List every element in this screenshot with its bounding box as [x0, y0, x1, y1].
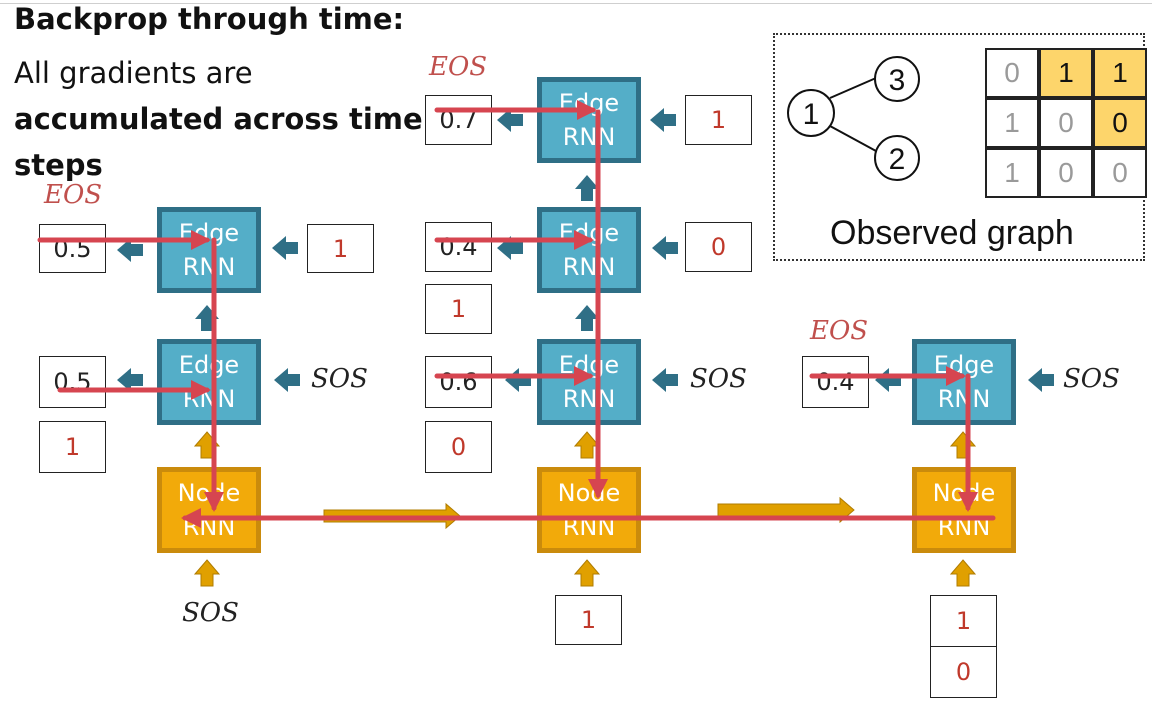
s2-sos-label: SOS — [690, 364, 747, 394]
matrix-cell-2-1: 0 — [1039, 148, 1093, 198]
subtitle-tail: steps — [14, 148, 103, 182]
arrow-in-s1-bot — [274, 368, 300, 392]
s2-e3-input: 1 — [685, 95, 752, 145]
s3-node-input-b: 0 — [930, 646, 997, 698]
matrix-cell-2-2: 0 — [1093, 148, 1147, 198]
s2-eos-label: EOS — [429, 52, 488, 82]
arrow-in-s1-top — [272, 236, 298, 260]
graph-edge-1-3 — [829, 77, 877, 99]
arrow-in-s2-e3 — [650, 108, 676, 132]
graph-edge-1-2 — [829, 125, 877, 152]
s2-e2-target: 1 — [425, 284, 492, 334]
matrix-cell-0-0: 0 — [985, 48, 1039, 98]
graph-caption: Observed graph — [830, 214, 1074, 252]
matrix-cell-0-1: 1 — [1039, 48, 1093, 98]
rnn-label-bottom: RNN — [562, 123, 616, 151]
edge-rnn-s2-e3: Edge RNN — [537, 77, 641, 163]
s2-node-input: 1 — [555, 595, 622, 645]
graph-node-label-3: 3 — [889, 64, 906, 97]
arrow-out-s2-e3 — [497, 108, 523, 132]
arrow-up-s2-e2 — [575, 175, 599, 201]
s2-e1-target: 0 — [425, 421, 492, 473]
matrix-cell-1-0: 1 — [985, 98, 1039, 148]
edge-arrows — [117, 108, 1054, 392]
rnn-label-bottom: RNN — [562, 253, 616, 281]
s3-e1-output: 0.4 — [802, 356, 869, 408]
arrow-up-s1-input — [193, 559, 221, 587]
slide-title: Backprop through time: — [14, 2, 405, 36]
s3-node-input-a: 1 — [930, 595, 997, 647]
arrow-up-s3-input — [949, 559, 977, 587]
graph-node-label-2: 2 — [889, 143, 906, 176]
s1-eos-label: EOS — [44, 180, 103, 210]
rnn-label-bottom: RNN — [562, 385, 616, 413]
subtitle-plain: All gradients are — [14, 56, 253, 90]
rnn-label-top: Edge — [178, 351, 240, 379]
top-border-line — [0, 3, 1152, 4]
s1-node-sos-label: SOS — [182, 598, 239, 628]
s1-edge-bot-target: 1 — [39, 421, 106, 473]
edge-rnn-s2-e1: Edge RNN — [537, 339, 641, 425]
arrow-in-s2-e1 — [652, 368, 678, 392]
arrow-up-s2-e1 — [575, 305, 599, 331]
s2-e1-output: 0.6 — [425, 356, 492, 408]
matrix-cell-1-1: 0 — [1039, 98, 1093, 148]
matrix-cell-1-2: 0 — [1093, 98, 1147, 148]
arrow-out-s1-top — [117, 238, 143, 262]
arrow-in-s2-e2 — [652, 236, 678, 260]
s3-eos-label: EOS — [810, 316, 869, 346]
arrow-up-s2-input — [573, 559, 601, 587]
subtitle-bold: accumulated across time — [14, 102, 423, 136]
rnn-label-bottom: RNN — [937, 385, 991, 413]
graph-node-circle-1 — [787, 89, 835, 137]
rnn-label-bottom: RNN — [182, 253, 236, 281]
arrow-out-s1-bot — [117, 368, 143, 392]
slide-subtitle: All gradients are accumulated across time… — [14, 50, 424, 188]
s3-sos-label: SOS — [1063, 364, 1120, 394]
graph-node-circle-3 — [874, 56, 920, 102]
graph-node-label-1: 1 — [803, 98, 820, 131]
s1-sos-label: SOS — [311, 364, 368, 394]
arrow-in-s3-e1 — [1028, 368, 1054, 392]
s2-e2-input: 0 — [685, 222, 752, 272]
matrix-cell-2-0: 1 — [985, 148, 1039, 198]
matrix-cell-0-2: 1 — [1093, 48, 1147, 98]
s1-edge-top-input: 1 — [307, 224, 374, 273]
graph-node-circle-2 — [874, 135, 920, 181]
s2-e2-output: 0.4 — [425, 222, 492, 272]
